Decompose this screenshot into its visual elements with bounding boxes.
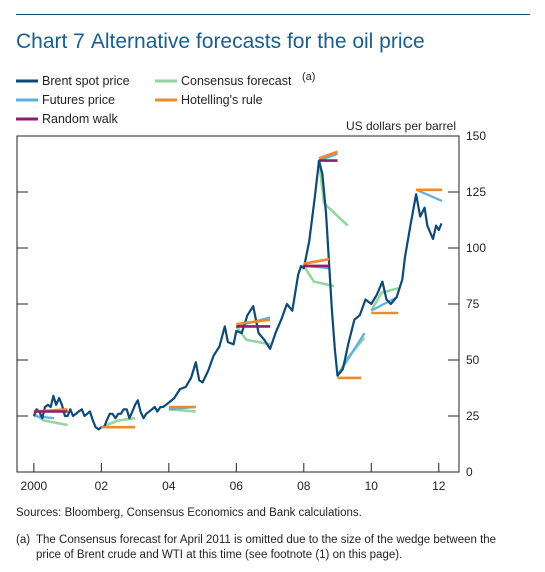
futures-price-segment <box>33 414 55 420</box>
legend-item-brent-spot-price: Brent spot price <box>16 74 130 88</box>
legend-item-random-walk: Random walk <box>16 112 118 126</box>
hotelling-s-rule-segment <box>303 257 330 265</box>
y-tick-label-150: 150 <box>466 129 486 143</box>
chart-title-text: Alternative forecasts for the oil price <box>90 30 425 53</box>
legend-item-consensus-forecast: Consensus forecast (a) <box>155 71 315 88</box>
footnote-text: The Consensus forecast for April 2011 is… <box>36 534 497 561</box>
legend-label-consensus-forecast: Consensus forecast <box>181 74 292 88</box>
top-rule <box>16 14 530 15</box>
legend-label-futures-price: Futures price <box>42 93 115 107</box>
chart-title: Chart 7 Alternative forecasts for the oil… <box>16 30 425 54</box>
y-tick-label-25: 25 <box>466 409 480 423</box>
tick-marks <box>17 191 459 472</box>
y-tick-label-125: 125 <box>466 185 486 199</box>
legend-label-random-walk: Random walk <box>42 112 118 126</box>
legend-note-mark: (a) <box>302 71 315 83</box>
futures-price-segment <box>370 296 398 312</box>
x-tick-label-12: 12 <box>432 479 446 493</box>
y-axis-label: US dollars per barrel <box>346 119 456 133</box>
y-tick-label-0: 0 <box>466 465 473 479</box>
chart-number: Chart 7 <box>16 30 85 53</box>
sources-note: Sources: Bloomberg, Consensus Economics … <box>16 507 362 519</box>
y-tick-label-100: 100 <box>466 241 486 255</box>
x-tick-label-08: 08 <box>297 479 311 493</box>
consensus-forecast-series <box>33 160 399 429</box>
x-tick-label-06: 06 <box>230 479 244 493</box>
hotelling-s-rule-series <box>33 150 443 429</box>
legend-label-hotelling-s-rule: Hotelling's rule <box>181 93 263 107</box>
x-tick-label-10: 10 <box>365 479 379 493</box>
consensus-forecast-segment <box>235 325 271 346</box>
x-tick-label-2000: 2000 <box>21 479 48 493</box>
oil-price-chart: Brent spot price Futures price Random walk… <box>16 71 487 493</box>
hotelling-s-rule-segment <box>236 318 271 326</box>
x-tick-label-02: 02 <box>95 479 109 493</box>
plot-frame <box>16 135 460 473</box>
series-layer <box>32 150 443 431</box>
legend-item-futures-price: Futures price <box>16 93 115 107</box>
x-tick-label-04: 04 <box>162 479 176 493</box>
random-walk-series <box>33 159 338 413</box>
consensus-forecast-segment <box>302 265 335 288</box>
legend-label-brent-spot-price: Brent spot price <box>42 74 130 88</box>
consensus-forecast-segment <box>370 287 399 312</box>
y-tick-label-75: 75 <box>466 297 480 311</box>
futures-price-series <box>33 152 443 429</box>
hotelling-s-rule-segment <box>318 150 338 160</box>
footnote: (a) The Consensus forecast for April 201… <box>16 533 521 563</box>
legend: Brent spot price Futures price Random walk… <box>16 71 315 126</box>
axis-labels: 0 25 50 75 100 125 150 2000 02 04 06 08 10 12 <box>21 129 487 493</box>
y-tick-label-50: 50 <box>466 353 480 367</box>
legend-item-hotelling-s-rule: Hotelling's rule <box>155 93 263 107</box>
footnote-mark: (a) <box>16 534 31 546</box>
brent-spot-price-line <box>32 159 443 431</box>
futures-price-segment <box>415 188 443 203</box>
